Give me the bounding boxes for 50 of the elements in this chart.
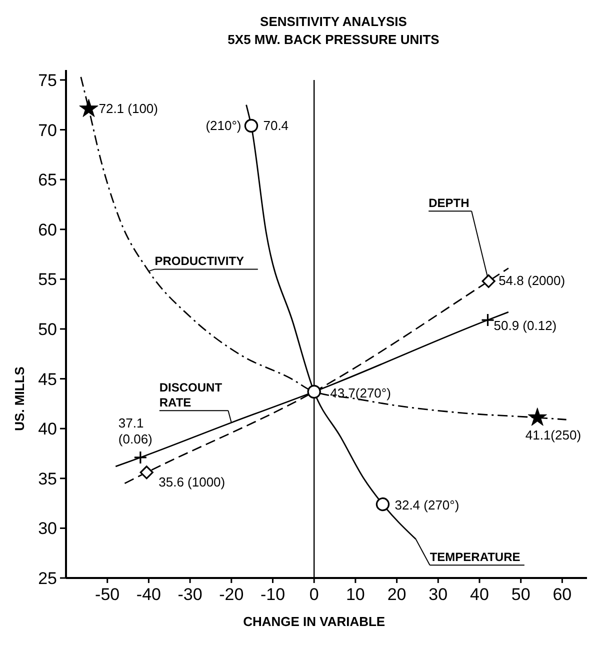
x-axis-title: CHANGE IN VARIABLE: [243, 614, 386, 629]
chart-subtitle: 5X5 MW. BACK PRESSURE UNITS: [228, 32, 440, 47]
y-axis-title: US. MILLS: [12, 366, 27, 431]
x-tick-label: -20: [219, 585, 244, 604]
x-tick-label: 50: [511, 585, 530, 604]
point: [134, 450, 148, 464]
point: [79, 98, 98, 118]
x-tick-label: 60: [552, 585, 572, 604]
y-tick-label: 60: [38, 220, 57, 240]
point: [528, 408, 547, 426]
x-tick-label: 30: [428, 585, 448, 604]
point: [480, 313, 495, 327]
x-tick-label: 20: [387, 585, 406, 604]
point: [376, 497, 390, 512]
point: [140, 466, 154, 480]
data-label: 41.1(250): [525, 428, 582, 443]
point: [244, 118, 258, 133]
data-label: 35.6 (1000): [158, 474, 226, 490]
data-label: 70.4: [263, 118, 289, 133]
y-tick-label: 30: [38, 519, 57, 538]
data-label: 32.4 (270°): [394, 497, 460, 512]
data-label: 54.8 (2000): [498, 273, 566, 288]
y-tick-label: 50: [38, 320, 57, 339]
x-tick-label: 0: [309, 585, 319, 604]
y-tick-label: 40: [38, 420, 57, 439]
y-tick-label: 45: [38, 370, 57, 389]
y-tick-label: 35: [38, 469, 57, 488]
x-tick-label: -50: [95, 585, 120, 604]
x-tick-label: -30: [178, 585, 202, 604]
x-tick-label: 10: [346, 585, 365, 604]
data-label: 43.7(270°): [330, 386, 391, 401]
data-label: 37.1 (0.06): [118, 415, 152, 446]
y-tick-label: 25: [38, 569, 57, 588]
y-tick-label: 70: [38, 120, 57, 140]
x-tick-label: -40: [136, 585, 161, 604]
point: [482, 274, 496, 288]
annotation: (210°): [206, 118, 242, 133]
y-tick-label: 65: [38, 170, 57, 190]
series-label: DISCOUNT RATE: [159, 380, 223, 410]
x-tick-label: 40: [470, 585, 489, 604]
series-label: PRODUCTIVITY: [154, 254, 244, 268]
chart-title: SENSITIVITY ANALYSIS: [260, 14, 408, 29]
data-label: 50.9 (0.12): [494, 318, 557, 334]
text: DEPTH: [428, 196, 470, 210]
point: [307, 384, 321, 399]
y-tick-label: 75: [38, 70, 57, 90]
x-tick-label: -10: [260, 585, 286, 604]
data-label: 72.1 (100): [98, 100, 158, 116]
y-tick-label: 55: [38, 270, 57, 290]
legend-label: TEMPERATURE: [430, 550, 520, 564]
